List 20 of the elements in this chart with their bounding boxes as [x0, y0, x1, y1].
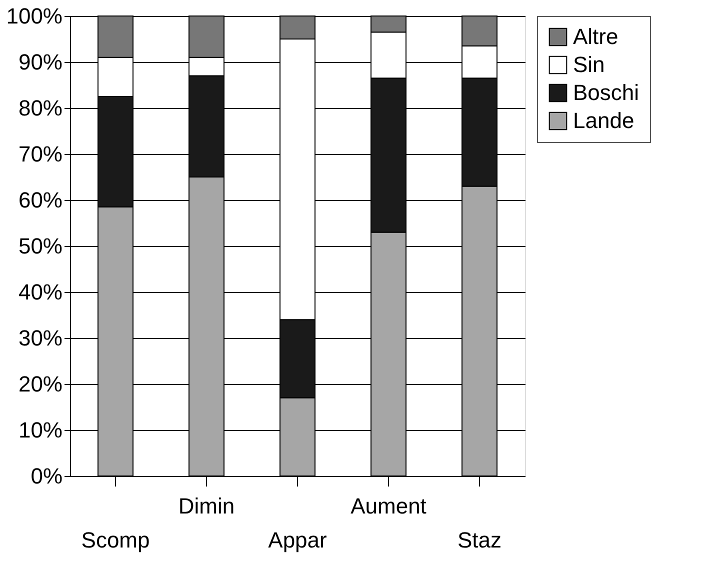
- x-tick-label: Staz: [457, 528, 502, 552]
- x-tick-label: Appar: [268, 528, 327, 552]
- x-tick-label: Aument: [350, 494, 426, 518]
- y-tick-label: 0%: [30, 464, 62, 488]
- y-tick-label: 50%: [18, 234, 62, 258]
- y-tick-label: 100%: [6, 4, 62, 28]
- y-tick-label: 20%: [18, 372, 62, 396]
- y-tick-label: 70%: [18, 142, 62, 166]
- y-tick-label: 60%: [18, 188, 62, 212]
- legend-label: Sin: [573, 52, 605, 77]
- x-tick-label: Scomp: [81, 528, 150, 552]
- y-tick-label: 40%: [18, 280, 62, 304]
- legend-label: Altre: [573, 24, 618, 49]
- y-tick-label: 30%: [18, 326, 62, 350]
- legend-label: Boschi: [573, 80, 640, 105]
- legend-label: Lande: [573, 108, 634, 133]
- y-tick-label: 80%: [18, 96, 62, 120]
- y-tick-label: 90%: [18, 50, 62, 74]
- x-tick-label: Dimin: [178, 494, 235, 518]
- y-tick-label: 10%: [18, 418, 62, 442]
